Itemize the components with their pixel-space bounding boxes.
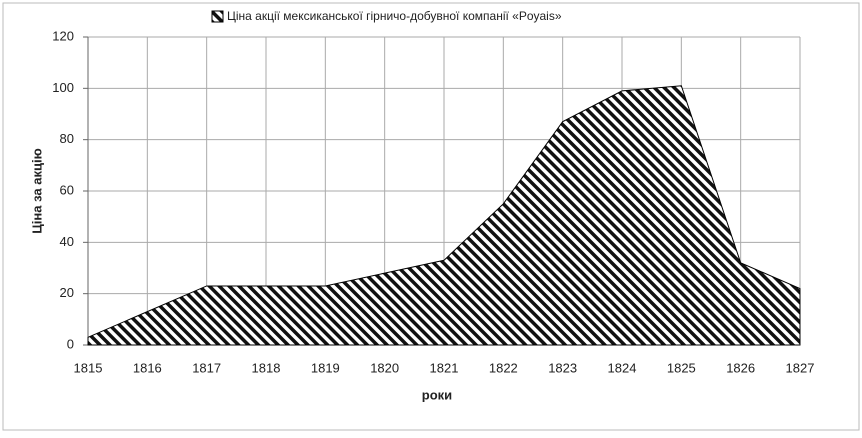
- y-tick-label: 20: [60, 285, 74, 300]
- x-tick-label: 1825: [667, 360, 696, 375]
- legend-swatch: [211, 10, 224, 23]
- y-tick-label: 100: [52, 80, 74, 95]
- x-tick-label: 1822: [489, 360, 518, 375]
- x-tick-label: 1817: [192, 360, 221, 375]
- x-tick-label: 1815: [74, 360, 103, 375]
- x-tick-label: 1821: [430, 360, 459, 375]
- x-tick-label: 1826: [726, 360, 755, 375]
- y-tick-label: 40: [60, 234, 74, 249]
- y-tick-label: 60: [60, 182, 74, 197]
- x-tick-label: 1819: [311, 360, 340, 375]
- x-tick-label: 1818: [252, 360, 281, 375]
- y-tick-label: 120: [52, 28, 74, 43]
- frame: [2, 2, 860, 431]
- y-tick-label: 80: [60, 131, 74, 146]
- x-tick-label: 1827: [786, 360, 815, 375]
- x-tick-label: 1820: [370, 360, 399, 375]
- x-axis-label: роки: [422, 387, 452, 402]
- y-axis-label: Ціна за акцію: [29, 148, 44, 233]
- x-tick-label: 1816: [133, 360, 162, 375]
- legend-label: Ціна акції мексиканської гірничо-добувно…: [227, 9, 562, 23]
- area: [87, 85, 801, 346]
- x-tick-label: 1823: [548, 360, 577, 375]
- x-tick-label: 1824: [608, 360, 637, 375]
- y-tick-label: 0: [67, 336, 74, 351]
